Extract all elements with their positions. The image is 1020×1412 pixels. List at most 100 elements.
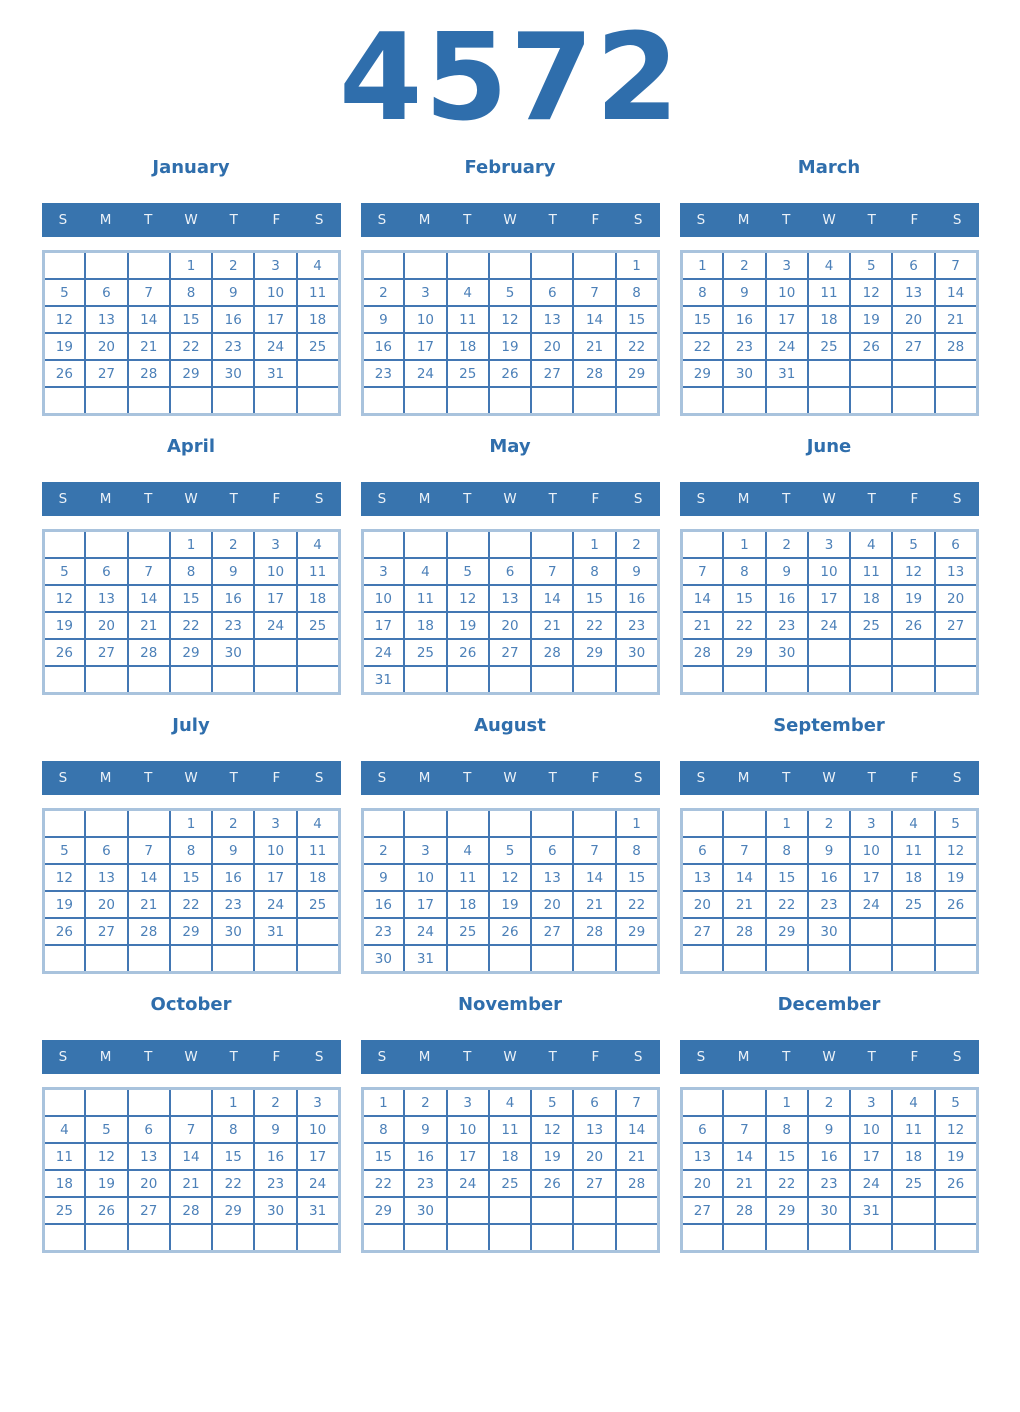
- day-cell: 21: [722, 1169, 767, 1198]
- day-cell: 24: [403, 359, 448, 388]
- empty-day-cell: [126, 665, 171, 695]
- day-cell: 15: [211, 1142, 256, 1171]
- day-cell: 15: [168, 584, 214, 613]
- empty-day-cell: [487, 1223, 533, 1253]
- empty-day-cell: [360, 808, 406, 838]
- week-row: 12 13 14 15 16 17 18: [41, 584, 341, 613]
- day-cell: 18: [295, 863, 341, 892]
- day-header-cell: M: [99, 770, 112, 786]
- empty-day-cell: [126, 386, 171, 416]
- week-row: 27 28 29 30: [679, 917, 979, 946]
- day-cell: 12: [849, 278, 894, 307]
- empty-day-cell: [41, 1087, 87, 1117]
- empty-day-cell: [253, 638, 298, 667]
- day-header-cell: T: [229, 1049, 238, 1065]
- day-cell: 13: [530, 863, 575, 892]
- month-title: December: [777, 994, 881, 1015]
- day-cell: 4: [445, 836, 490, 865]
- day-cell: 12: [41, 305, 87, 334]
- day-cell: 13: [84, 584, 129, 613]
- day-header-cell: S: [314, 1049, 324, 1065]
- day-cell: 28: [722, 1196, 767, 1225]
- day-cell: 20: [84, 611, 129, 640]
- day-cell: 11: [41, 1142, 87, 1171]
- day-header-cell: M: [418, 491, 431, 507]
- day-cell: 16: [722, 305, 767, 334]
- day-cell: 29: [168, 917, 214, 946]
- day-cell: 2: [403, 1087, 448, 1117]
- day-header-cell: T: [867, 770, 876, 786]
- day-cell: 6: [679, 836, 725, 865]
- empty-day-cell: [530, 1196, 575, 1225]
- day-cell: 20: [126, 1169, 171, 1198]
- day-cell: 17: [806, 584, 852, 613]
- day-cell: 29: [168, 359, 214, 388]
- day-cell: 29: [679, 359, 725, 388]
- day-cell: 5: [891, 529, 936, 559]
- day-cell: 10: [806, 557, 852, 586]
- day-cell: 4: [806, 250, 852, 280]
- day-header-cell: T: [144, 770, 153, 786]
- day-cell: 10: [849, 1115, 894, 1144]
- day-cell: 13: [891, 278, 936, 307]
- week-row: 10 11 12 13 14 15 16: [360, 584, 660, 613]
- week-row: 29 30: [360, 1196, 660, 1225]
- month-title: September: [773, 715, 885, 736]
- day-header-cell: S: [377, 1049, 387, 1065]
- month-title: May: [489, 436, 531, 457]
- day-cell: 1: [614, 250, 660, 280]
- day-header-cell: W: [184, 1049, 198, 1065]
- day-cell: 22: [722, 611, 767, 640]
- day-cell: 1: [722, 529, 767, 559]
- day-cell: 23: [360, 359, 406, 388]
- day-cell: 12: [933, 1115, 979, 1144]
- day-cell: 1: [211, 1087, 256, 1117]
- day-cell: 7: [530, 557, 575, 586]
- day-cell: 21: [679, 611, 725, 640]
- day-cell: 27: [84, 917, 129, 946]
- empty-day-cell: [253, 1223, 298, 1253]
- day-cell: 5: [445, 557, 490, 586]
- empty-day-cell: [295, 638, 341, 667]
- day-cell: 31: [849, 1196, 894, 1225]
- day-cell: 29: [572, 638, 617, 667]
- day-cell: 19: [891, 584, 936, 613]
- day-cell: 5: [530, 1087, 575, 1117]
- day-cell: 12: [84, 1142, 129, 1171]
- day-cell: 3: [360, 557, 406, 586]
- day-cell: 15: [722, 584, 767, 613]
- day-cell: 31: [253, 917, 298, 946]
- empty-day-cell: [487, 386, 533, 416]
- day-header-cell: S: [58, 770, 68, 786]
- day-cell: 11: [295, 836, 341, 865]
- day-cell: 12: [530, 1115, 575, 1144]
- day-cell: 18: [295, 584, 341, 613]
- day-cell: 5: [487, 278, 533, 307]
- empty-day-cell: [614, 386, 660, 416]
- week-row: 1: [360, 250, 660, 280]
- empty-day-cell: [933, 638, 979, 667]
- week-row: 30 31: [360, 944, 660, 974]
- month-days-table: 1 2 3 4 5 6 7 8 9 10 11 12 13 14 15 16 17 18 19 20 21 22 23 24 2…: [679, 250, 979, 416]
- day-cell: 25: [295, 890, 341, 919]
- day-cell: 13: [487, 584, 533, 613]
- day-cell: 29: [722, 638, 767, 667]
- empty-day-cell: [933, 1223, 979, 1253]
- day-cell: 12: [41, 584, 87, 613]
- empty-day-cell: [403, 250, 448, 280]
- day-cell: 7: [933, 250, 979, 280]
- day-cell: 9: [211, 278, 256, 307]
- empty-day-cell: [806, 1223, 852, 1253]
- day-cell: 28: [933, 332, 979, 361]
- day-cell: 30: [211, 917, 256, 946]
- day-cell: 14: [722, 1142, 767, 1171]
- day-cell: 6: [679, 1115, 725, 1144]
- day-cell: 25: [891, 1169, 936, 1198]
- day-cell: 8: [614, 836, 660, 865]
- week-row: 20 21 22 23 24 25 26: [679, 890, 979, 919]
- day-cell: 25: [445, 917, 490, 946]
- week-row: 7 8 9 10 11 12 13: [679, 557, 979, 586]
- day-cell: 15: [168, 305, 214, 334]
